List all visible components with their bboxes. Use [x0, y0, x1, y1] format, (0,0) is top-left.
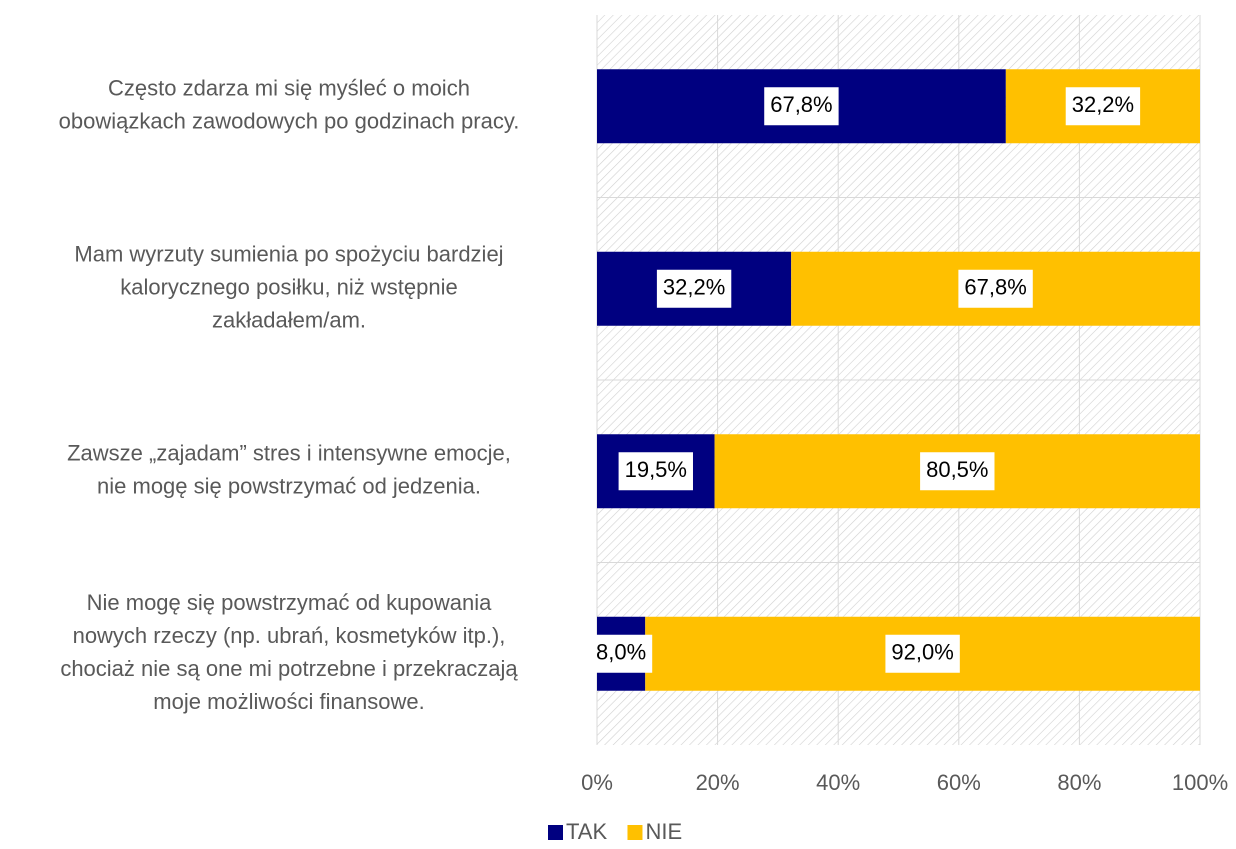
category-label: chociaż nie są one mi potrzebne i przekr…	[60, 656, 518, 681]
legend-swatch	[548, 825, 563, 840]
category-label: nowych rzeczy (np. ubrań, kosmetyków itp…	[73, 623, 506, 648]
x-tick-label: 20%	[696, 770, 740, 795]
category-label: moje możliwości finansowe.	[153, 689, 424, 714]
category-label: Nie mogę się powstrzymać od kupowania	[87, 590, 493, 615]
value-label: 19,5%	[625, 457, 687, 482]
x-tick-label: 40%	[816, 770, 860, 795]
value-label: 67,8%	[964, 275, 1026, 300]
x-tick-label: 0%	[581, 770, 613, 795]
value-label: 80,5%	[926, 457, 988, 482]
category-label: Często zdarza mi się myśleć o moich	[108, 76, 470, 101]
value-label-box	[590, 634, 653, 673]
category-label: kalorycznego posiłku, niż wstępnie	[120, 275, 458, 300]
category-label: nie mogę się powstrzymać od jedzenia.	[97, 474, 481, 499]
category-label: obowiązkach zawodowych po godzinach prac…	[59, 109, 520, 134]
category-label: Zawsze „zajadam” stres i intensywne emoc…	[67, 441, 511, 466]
value-label-box	[920, 452, 995, 491]
value-label-box	[885, 634, 960, 673]
value-label: 67,8%	[770, 92, 832, 117]
category-label: zakładałem/am.	[212, 308, 366, 333]
x-tick-label: 60%	[937, 770, 981, 795]
value-label-box	[1065, 87, 1141, 126]
value-label: 92,0%	[891, 640, 953, 665]
value-label-box	[958, 269, 1033, 308]
value-label-box	[618, 452, 693, 491]
x-tick-label: 80%	[1057, 770, 1101, 795]
value-label: 32,2%	[663, 275, 725, 300]
value-label: 8,0%	[596, 640, 646, 665]
legend-label: NIE	[645, 819, 682, 844]
legend-label: TAK	[566, 819, 607, 844]
category-label: Mam wyrzuty sumienia po spożyciu bardzie…	[74, 242, 503, 267]
x-tick-label: 100%	[1172, 770, 1228, 795]
legend-swatch	[627, 825, 643, 840]
value-label-box	[656, 269, 732, 308]
value-label-box	[764, 87, 839, 126]
value-label: 32,2%	[1072, 92, 1134, 117]
